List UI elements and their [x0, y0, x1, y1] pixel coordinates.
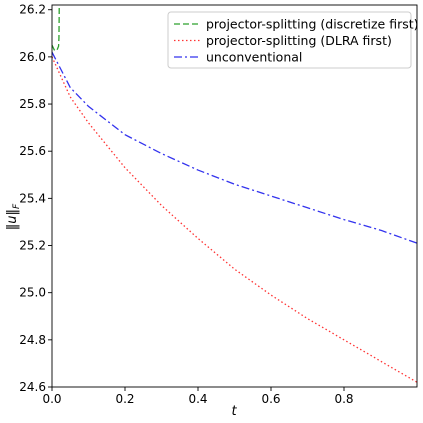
y-axis-label-sub: F: [12, 203, 22, 209]
y-axis-label: ‖u‖F: [5, 203, 22, 230]
plot-frame: [51, 4, 418, 388]
y-tick-label: 24.6: [19, 380, 46, 394]
x-tick-label: 0.0: [42, 392, 61, 406]
x-tick-label: 0.2: [115, 392, 134, 406]
y-tick-label: 25.8: [19, 97, 46, 111]
x-tick-label: 0.6: [261, 392, 280, 406]
y-tick-label: 25.6: [19, 144, 46, 158]
x-axis-label: t: [231, 404, 237, 419]
y-tick-label: 25.4: [19, 191, 46, 205]
x-axis: 0.0 0.2 0.4 0.6 0.8: [42, 387, 354, 406]
x-tick-label: 0.4: [188, 392, 207, 406]
legend-box: [167, 11, 412, 69]
plot-area: [51, 4, 418, 388]
y-tick-label: 25.2: [19, 239, 46, 253]
legend-label-2: unconventional: [206, 50, 302, 65]
legend-label-1: projector-splitting (DLRA first): [206, 33, 392, 48]
legend-label-0: projector-splitting (discretize first): [206, 17, 419, 32]
y-axis: 24.6 24.8 25.0 25.2 25.4 25.6 25.8 26.0 26.2: [19, 3, 52, 394]
y-tick-label: 26.0: [19, 50, 46, 64]
series-line-0: [52, 5, 60, 52]
x-tick-label: 0.8: [334, 392, 353, 406]
y-tick-label: 26.2: [19, 3, 46, 17]
series-line-1: [52, 56, 417, 383]
y-tick-label: 24.8: [19, 333, 46, 347]
legend: projector-splitting (discretize first)pr…: [167, 11, 419, 69]
y-tick-label: 25.0: [19, 286, 46, 300]
y-axis-label-main: ‖u‖: [5, 209, 20, 230]
series-line-2: [52, 51, 417, 244]
